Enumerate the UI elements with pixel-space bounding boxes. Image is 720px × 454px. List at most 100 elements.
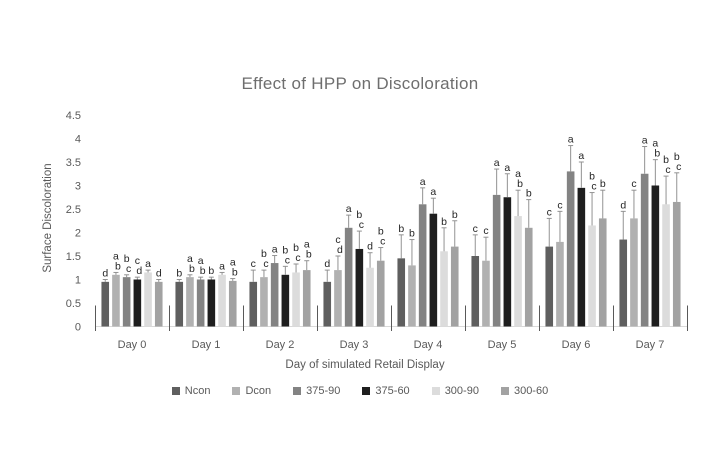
sig-label: b — [378, 226, 384, 238]
bar — [355, 248, 364, 327]
sig-label: c — [126, 263, 131, 275]
bar — [471, 256, 480, 327]
sig-label: a — [504, 162, 510, 174]
bar — [218, 274, 226, 327]
sig-label: b — [398, 223, 404, 235]
legend-label: 375-90 — [306, 385, 341, 397]
sig-label: d — [136, 265, 142, 277]
sig-label: a — [198, 255, 204, 267]
bar — [524, 227, 533, 327]
sig-label: b — [200, 265, 206, 277]
sig-label: a — [113, 250, 119, 262]
sig-label: b — [589, 171, 595, 183]
sig-label: b — [282, 244, 288, 256]
y-tick-label: 3 — [75, 181, 81, 193]
sig-label: c — [359, 219, 364, 231]
sig-label: d — [337, 244, 343, 256]
bar — [175, 281, 184, 327]
sig-label: c — [285, 254, 290, 266]
bar — [440, 251, 448, 327]
sig-label: a — [219, 260, 225, 272]
sig-label: b — [654, 148, 660, 160]
bar — [482, 260, 490, 327]
bar — [514, 216, 522, 327]
bar — [112, 274, 120, 327]
legend-swatch — [500, 387, 509, 395]
x-category-label: Day 4 — [414, 339, 443, 351]
sig-label: c — [380, 236, 385, 248]
legend-swatch — [431, 387, 440, 395]
sig-label: a — [494, 157, 500, 169]
sig-label: b — [115, 260, 121, 272]
sig-label: c — [676, 161, 681, 173]
sig-label: a — [230, 257, 236, 269]
bar — [598, 218, 607, 327]
bar — [545, 246, 554, 327]
chart-title: Effect of HPP on Discoloration — [241, 74, 479, 93]
bar — [260, 277, 268, 327]
bar — [154, 281, 163, 327]
x-category-label: Day 0 — [118, 339, 147, 351]
sig-label: a — [578, 150, 584, 162]
x-axis-title: Day of simulated Retail Display — [285, 359, 445, 371]
sig-label: c — [557, 199, 562, 211]
y-tick-label: 1.5 — [66, 251, 81, 263]
bar — [672, 201, 681, 327]
bar — [323, 281, 332, 327]
sig-label: b — [663, 154, 669, 166]
sig-label: b — [452, 209, 458, 221]
legend-swatch — [171, 387, 180, 395]
bar — [292, 272, 300, 327]
sig-label: a — [346, 203, 352, 215]
bar — [651, 185, 660, 327]
legend-swatch — [232, 387, 241, 395]
legend-label: Dcon — [245, 385, 272, 397]
bar — [418, 204, 427, 327]
bar — [144, 272, 152, 327]
y-tick-label: 4 — [75, 134, 81, 146]
x-category-label: Day 6 — [562, 339, 591, 351]
bar — [270, 263, 279, 327]
bar — [366, 267, 374, 327]
bar — [302, 270, 311, 327]
sig-label: a — [187, 253, 193, 265]
sig-label: b — [356, 209, 362, 221]
sig-label: b — [409, 228, 415, 240]
bar — [566, 171, 575, 327]
sig-label: a — [515, 168, 521, 180]
sig-label: b — [176, 268, 182, 280]
bar — [630, 218, 638, 327]
sig-label: a — [420, 176, 426, 188]
sig-label: d — [324, 258, 330, 270]
legend-item-375-60: 375-60 — [362, 385, 410, 397]
sig-label: c — [335, 234, 340, 246]
sig-label: b — [517, 178, 523, 190]
sig-label: b — [124, 253, 130, 265]
sig-label: c — [547, 206, 552, 218]
sig-label: b — [232, 267, 238, 279]
bar — [450, 246, 459, 327]
legend-item-300-60: 300-60 — [500, 385, 549, 397]
sig-label: b — [189, 263, 195, 275]
legend-item-ncon: Ncon — [171, 385, 210, 397]
sig-label: b — [261, 248, 267, 260]
bar — [429, 213, 438, 327]
bar — [662, 204, 670, 327]
sig-label: d — [102, 268, 108, 280]
sig-label: d — [156, 268, 162, 280]
sig-label: b — [208, 265, 214, 277]
sig-label: a — [145, 258, 151, 270]
sig-label: c — [263, 258, 268, 270]
bar — [640, 173, 649, 327]
sig-label: b — [306, 249, 312, 261]
sig-label: d — [367, 241, 373, 253]
bar — [503, 197, 512, 327]
sig-label: c — [665, 164, 670, 176]
legend-label: 375-60 — [375, 385, 410, 397]
sig-label: c — [483, 225, 488, 237]
legend-label: 300-60 — [513, 385, 549, 397]
bar — [196, 279, 205, 327]
bar — [249, 281, 258, 327]
